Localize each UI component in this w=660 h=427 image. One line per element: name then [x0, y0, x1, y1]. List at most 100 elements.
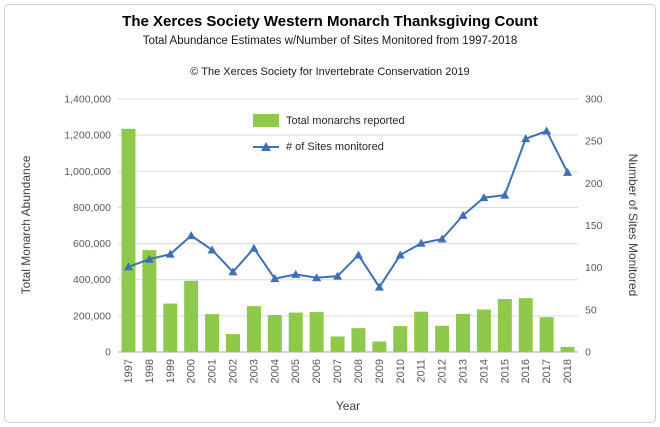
monarch-bar	[518, 298, 533, 352]
monarch-bar	[205, 314, 220, 352]
year-tick-label: 2010	[395, 359, 407, 383]
site-marker	[165, 249, 175, 258]
right-tick-label: 250	[585, 136, 603, 148]
year-tick-label: 2005	[290, 359, 302, 383]
monarch-bar	[393, 326, 408, 352]
left-tick-label: 200,000	[73, 310, 111, 322]
legend-label-sites: # of Sites monitored	[286, 140, 384, 153]
left-axis-title: Total Monarch Abundance	[19, 155, 33, 295]
year-tick-label: 1999	[165, 359, 177, 383]
site-marker	[437, 234, 447, 243]
site-marker	[521, 134, 531, 143]
monarch-bar	[246, 306, 261, 352]
year-tick-label: 2006	[311, 359, 323, 383]
year-tick-label: 1997	[123, 359, 135, 383]
site-marker	[542, 126, 552, 135]
left-tick-label: 1,000,000	[64, 166, 111, 178]
right-tick-label: 150	[585, 220, 603, 232]
gridlines	[118, 98, 578, 317]
site-marker	[207, 245, 217, 254]
legend-swatch-monarchs	[253, 114, 279, 127]
monarch-bar	[456, 313, 470, 352]
monarch-bar	[184, 280, 199, 352]
site-marker	[249, 243, 259, 252]
chart-title: The Xerces Society Western Monarch Thank…	[122, 13, 538, 30]
site-marker	[333, 271, 343, 280]
site-marker	[228, 267, 238, 276]
year-tick-label: 2016	[520, 359, 532, 383]
year-tick-label: 2008	[353, 359, 365, 383]
site-marker	[458, 210, 468, 219]
left-tick-label: 800,000	[73, 202, 111, 214]
site-marker	[500, 190, 510, 199]
monarch-bar	[476, 309, 491, 352]
right-tick-label: 100	[585, 262, 603, 274]
year-tick-label: 2007	[332, 359, 344, 383]
legend-swatch-sites	[253, 140, 279, 153]
site-marker	[374, 282, 384, 291]
monarch-bar	[497, 299, 512, 352]
monarch-bar	[560, 346, 575, 352]
site-marker	[291, 269, 301, 278]
monarch-bar	[330, 336, 345, 352]
year-tick-label: 2011	[416, 359, 428, 383]
right-tick-label: 50	[585, 304, 597, 316]
year-tick-label: 1998	[144, 359, 156, 383]
monarch-bar	[288, 312, 303, 352]
left-tick-label: 400,000	[73, 274, 111, 286]
legend: Total monarchs reported # of Sites monit…	[253, 110, 405, 157]
year-tick-label: 2014	[478, 359, 490, 383]
legend-item-sites: # of Sites monitored	[253, 136, 405, 157]
site-marker	[563, 167, 573, 176]
x-axis-ticks: 1997 1998 1999 2000 2001 2002 2003 2004 2005 2006…	[123, 359, 574, 383]
year-tick-label: 2001	[207, 359, 219, 383]
legend-label-monarchs: Total monarchs reported	[286, 114, 405, 127]
monarch-bar	[414, 311, 429, 352]
site-marker	[123, 262, 133, 271]
monarch-bar	[539, 317, 554, 352]
right-axis-ticks: 0 50 100 150 200 250 300	[585, 94, 603, 359]
left-axis-ticks: 0 200,000 400,000 600,000 800,000 1,000,000 1,…	[64, 94, 111, 359]
left-tick-label: 600,000	[73, 238, 111, 250]
site-marker	[186, 231, 196, 240]
monarch-bar	[121, 128, 136, 352]
year-tick-label: 2013	[458, 359, 470, 383]
monarch-bar	[163, 303, 178, 352]
year-tick-label: 2015	[499, 359, 511, 383]
left-tick-label: 1,200,000	[64, 130, 111, 142]
right-axis-title: Number of Sites Monitored	[626, 153, 640, 297]
year-tick-label: 2009	[374, 359, 386, 383]
legend-triangle-marker-icon	[261, 142, 271, 151]
monarch-bar	[226, 334, 240, 352]
monarch-bar	[435, 325, 450, 352]
left-tick-label: 1,400,000	[64, 94, 111, 106]
monarch-bar	[142, 250, 157, 352]
legend-item-monarchs: Total monarchs reported	[253, 110, 405, 131]
monarch-bar	[372, 341, 387, 352]
site-marker	[312, 273, 322, 282]
chart-subtitle: Total Abundance Estimates w/Number of Si…	[142, 35, 518, 47]
chart-attribution: © The Xerces Society for Invertebrate Co…	[190, 66, 470, 78]
right-tick-label: 0	[585, 347, 591, 359]
sites-markers	[123, 126, 573, 291]
right-tick-label: 200	[585, 178, 603, 190]
x-axis-title: Year	[335, 399, 361, 413]
site-marker	[395, 250, 405, 259]
monarch-bar	[267, 314, 282, 352]
year-tick-label: 2000	[186, 359, 198, 383]
year-tick-label: 2002	[228, 359, 240, 383]
site-marker	[270, 274, 280, 283]
site-marker	[479, 193, 489, 202]
monarch-bar	[309, 312, 324, 352]
site-marker	[416, 238, 426, 247]
year-tick-label: 2017	[541, 359, 553, 383]
site-marker	[144, 254, 154, 263]
bars-total-monarchs	[121, 128, 575, 352]
year-tick-label: 2012	[437, 359, 449, 383]
site-marker	[353, 250, 363, 259]
year-tick-label: 2018	[562, 359, 574, 383]
right-tick-label: 300	[585, 94, 603, 106]
year-tick-label: 2004	[269, 359, 281, 383]
